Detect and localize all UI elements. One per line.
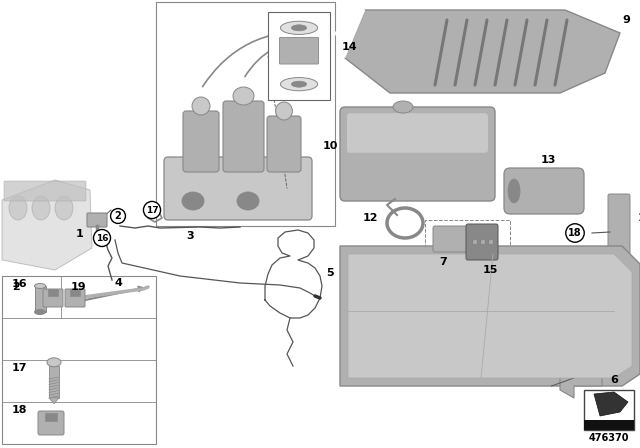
FancyBboxPatch shape [267, 116, 301, 172]
Bar [48, 289, 58, 296]
Bar [45, 413, 57, 421]
Polygon shape [594, 392, 628, 416]
Text: 15: 15 [483, 265, 498, 275]
FancyBboxPatch shape [38, 411, 64, 435]
Polygon shape [335, 10, 365, 58]
FancyBboxPatch shape [164, 157, 312, 220]
Bar [35, 286, 45, 312]
Ellipse shape [280, 21, 317, 34]
Text: 476370: 476370 [589, 433, 629, 443]
Polygon shape [340, 246, 640, 386]
Bar [268, 12, 330, 100]
Ellipse shape [32, 196, 50, 220]
FancyBboxPatch shape [280, 37, 319, 64]
Ellipse shape [395, 215, 415, 231]
FancyBboxPatch shape [433, 226, 467, 252]
Bar [2, 276, 156, 444]
Text: 19: 19 [70, 281, 86, 292]
Ellipse shape [233, 87, 254, 105]
Text: 13: 13 [540, 155, 556, 165]
Text: 1: 1 [76, 229, 84, 239]
Text: 11: 11 [638, 213, 640, 223]
Ellipse shape [393, 101, 413, 113]
FancyBboxPatch shape [183, 111, 219, 172]
Bar [584, 420, 634, 430]
Text: 7: 7 [439, 257, 447, 267]
Ellipse shape [182, 192, 204, 210]
Text: 3: 3 [186, 231, 194, 241]
Text: 14: 14 [342, 42, 358, 52]
FancyBboxPatch shape [43, 289, 63, 307]
Bar [70, 289, 80, 296]
Text: 4: 4 [114, 278, 122, 288]
Polygon shape [2, 180, 92, 270]
Bar [584, 390, 634, 430]
FancyBboxPatch shape [504, 168, 584, 214]
Bar [156, 2, 335, 226]
Ellipse shape [192, 97, 210, 115]
Ellipse shape [237, 192, 259, 210]
Text: 9: 9 [622, 15, 630, 25]
FancyBboxPatch shape [87, 213, 107, 227]
Ellipse shape [35, 310, 45, 314]
Polygon shape [345, 10, 620, 93]
FancyBboxPatch shape [340, 107, 495, 201]
Text: 17: 17 [12, 363, 28, 373]
Text: 5: 5 [326, 268, 334, 278]
Ellipse shape [291, 81, 307, 87]
Ellipse shape [276, 102, 292, 120]
Text: 16: 16 [12, 280, 28, 289]
Ellipse shape [472, 239, 477, 245]
Ellipse shape [280, 78, 317, 91]
Text: 17: 17 [146, 206, 158, 215]
Ellipse shape [481, 239, 486, 245]
FancyBboxPatch shape [608, 194, 630, 270]
Text: 2: 2 [115, 211, 122, 221]
Text: 10: 10 [323, 141, 338, 151]
Bar [49, 366, 59, 398]
Ellipse shape [47, 358, 61, 367]
FancyBboxPatch shape [466, 224, 498, 260]
Ellipse shape [488, 239, 493, 245]
Text: 6: 6 [610, 375, 618, 385]
FancyBboxPatch shape [223, 101, 264, 172]
Text: 12: 12 [362, 213, 378, 223]
FancyBboxPatch shape [65, 289, 85, 307]
FancyBboxPatch shape [4, 181, 86, 201]
Ellipse shape [55, 196, 73, 220]
Text: 2: 2 [12, 281, 20, 292]
Ellipse shape [291, 25, 307, 31]
Polygon shape [348, 254, 632, 378]
Text: 16: 16 [96, 233, 108, 242]
Text: 18: 18 [568, 228, 582, 238]
Polygon shape [49, 398, 59, 404]
Ellipse shape [35, 284, 45, 289]
Text: 18: 18 [12, 405, 28, 415]
Ellipse shape [508, 179, 520, 203]
FancyBboxPatch shape [347, 113, 488, 153]
Polygon shape [560, 374, 602, 398]
Ellipse shape [9, 196, 27, 220]
